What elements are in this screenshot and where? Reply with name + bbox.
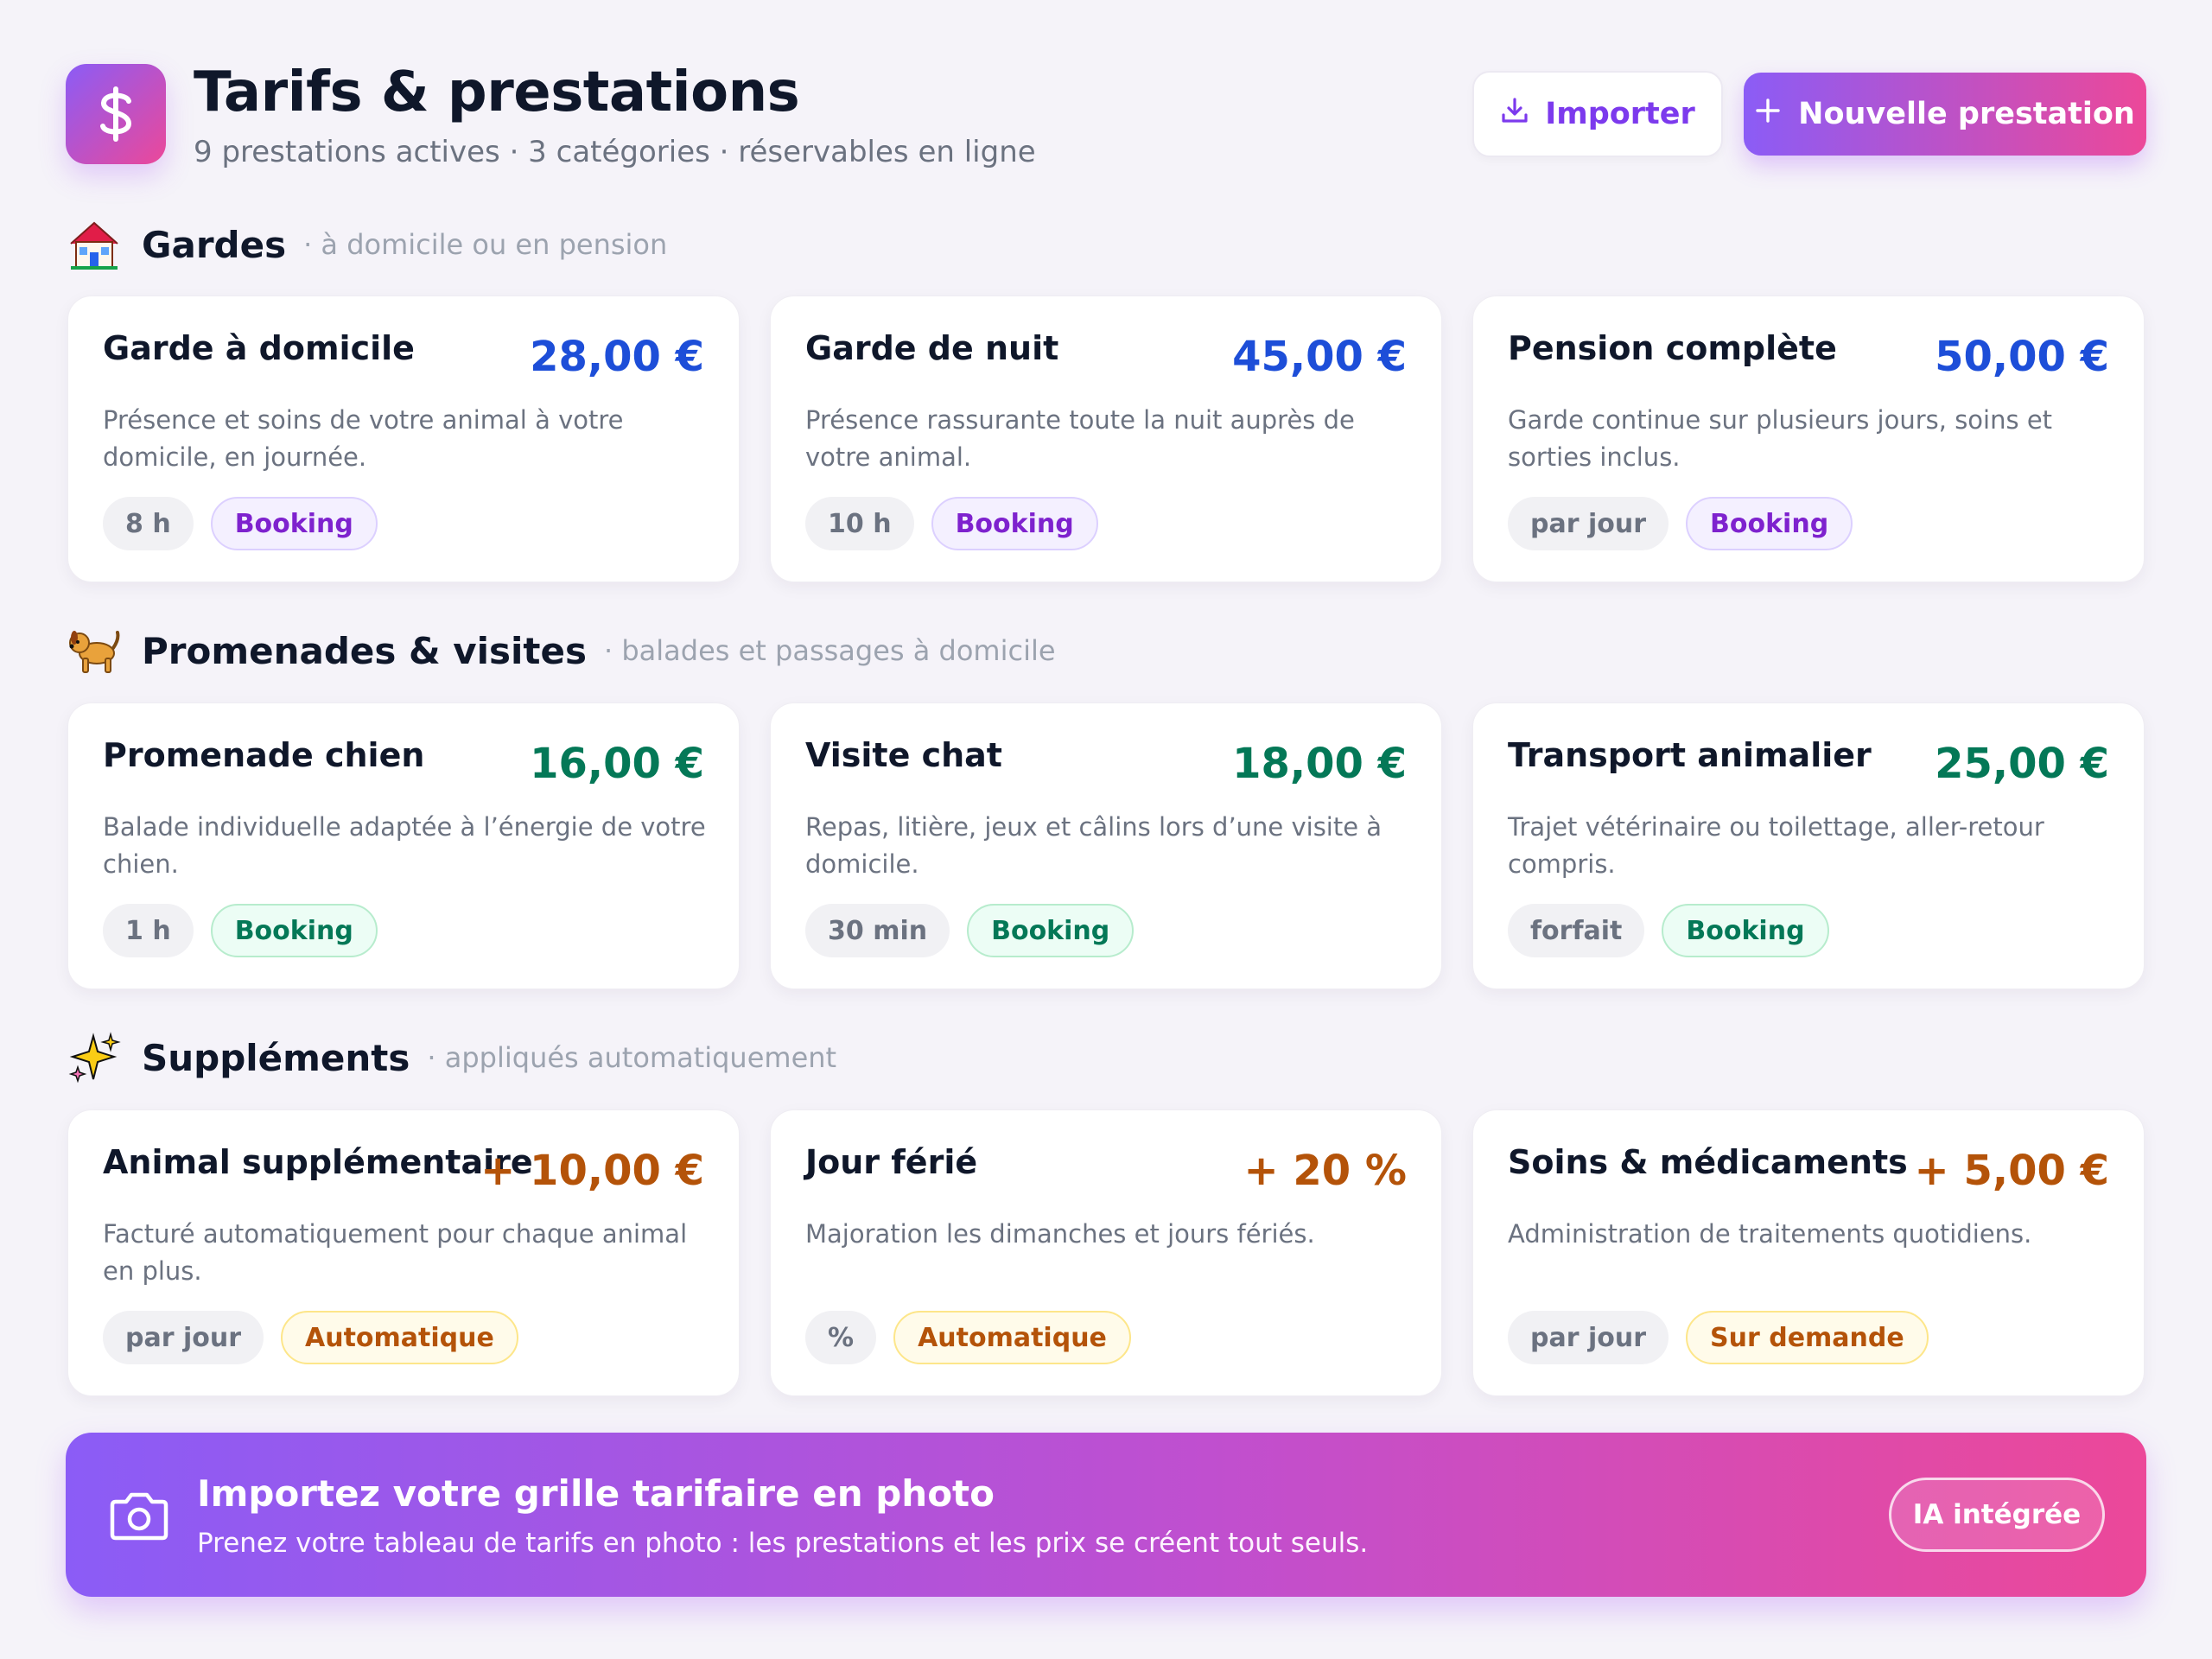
photo-import-banner[interactable]: Importez votre grille tarifaire en photo… <box>66 1433 2146 1597</box>
service-price: 50,00 € <box>1935 333 2109 381</box>
service-description: Présence et soins de votre animal à votr… <box>103 405 624 472</box>
dog-icon <box>67 624 121 677</box>
service-description: Trajet vétérinaire ou toilettage, aller-… <box>1508 812 2044 879</box>
import-button[interactable]: Importer <box>1472 71 1723 157</box>
service-title: Visite chat <box>805 736 1002 774</box>
section-subtitle: · balades et passages à domicile <box>604 634 1056 667</box>
service-title: Animal supplémentaire <box>103 1143 533 1181</box>
mode-badge: Sur demande <box>1686 1311 1929 1364</box>
duration-badge: 30 min <box>805 904 950 957</box>
plus-icon <box>1755 97 1781 131</box>
service-title: Garde de nuit <box>805 329 1059 367</box>
ai-badge[interactable]: IA intégrée <box>1889 1478 2105 1552</box>
duration-badge: par jour <box>1508 497 1669 550</box>
service-card-garde-domicile[interactable]: Garde à domicile 28,00 € Présence et soi… <box>67 296 740 582</box>
service-title: Garde à domicile <box>103 329 415 367</box>
mode-badge: Automatique <box>281 1311 518 1364</box>
house-icon <box>67 218 121 271</box>
section-subtitle: · appliqués automatiquement <box>427 1041 837 1074</box>
duration-badge: par jour <box>1508 1311 1669 1364</box>
duration-badge: 1 h <box>103 904 194 957</box>
section-title: Promenades & visites <box>142 629 587 672</box>
service-price: 25,00 € <box>1935 740 2109 788</box>
service-price: 28,00 € <box>530 333 704 381</box>
service-price: + 10,00 € <box>480 1147 704 1195</box>
service-card-transport-animalier[interactable]: Transport animalier 25,00 € Trajet vétér… <box>1472 702 2145 989</box>
service-title: Jour férié <box>805 1143 978 1181</box>
service-description: Présence rassurante toute la nuit auprès… <box>805 405 1355 472</box>
section-subtitle: · à domicile ou en pension <box>303 228 668 261</box>
service-card-pension-complete[interactable]: Pension complète 50,00 € Garde continue … <box>1472 296 2145 582</box>
service-price: 45,00 € <box>1232 333 1407 381</box>
service-title: Pension complète <box>1508 329 1837 367</box>
import-button-label: Importer <box>1545 97 1695 131</box>
sparkles-icon <box>67 1031 121 1084</box>
service-price: + 20 % <box>1243 1147 1407 1195</box>
dollar-icon <box>66 64 166 164</box>
service-card-animal-supplementaire[interactable]: Animal supplémentaire + 10,00 € Facturé … <box>67 1109 740 1396</box>
service-price: 18,00 € <box>1232 740 1407 788</box>
booking-badge: Booking <box>967 904 1135 957</box>
booking-badge: Booking <box>931 497 1098 550</box>
service-description: Facturé automatiquement pour chaque anim… <box>103 1219 688 1286</box>
booking-badge: Booking <box>210 497 378 550</box>
service-title: Promenade chien <box>103 736 425 774</box>
service-card-visite-chat[interactable]: Visite chat 18,00 € Repas, litière, jeux… <box>770 702 1442 989</box>
download-icon <box>1500 96 1529 133</box>
service-card-soins-medicaments[interactable]: Soins & médicaments + 5,00 € Administrat… <box>1472 1109 2145 1396</box>
service-price: 16,00 € <box>530 740 704 788</box>
service-card-promenade-chien[interactable]: Promenade chien 16,00 € Balade individue… <box>67 702 740 989</box>
new-service-button[interactable]: Nouvelle prestation <box>1744 73 2146 156</box>
duration-badge: % <box>805 1311 877 1364</box>
service-description: Balade individuelle adaptée à l’énergie … <box>103 812 706 879</box>
service-description: Garde continue sur plusieurs jours, soin… <box>1508 405 2053 472</box>
duration-badge: forfait <box>1508 904 1645 957</box>
section-title: Gardes <box>142 223 287 266</box>
mode-badge: Automatique <box>893 1311 1131 1364</box>
banner-title: Importez votre grille tarifaire en photo <box>197 1472 995 1515</box>
page-header: Tarifs & prestations 9 prestations activ… <box>66 60 2146 173</box>
booking-badge: Booking <box>210 904 378 957</box>
service-card-garde-nuit[interactable]: Garde de nuit 45,00 € Présence rassurant… <box>770 296 1442 582</box>
service-title: Soins & médicaments <box>1508 1143 1908 1181</box>
service-card-jour-ferie[interactable]: Jour férié + 20 % Majoration les dimanch… <box>770 1109 1442 1396</box>
banner-subtitle: Prenez votre tableau de tarifs en photo … <box>197 1528 1369 1559</box>
section-header-promenades: Promenades & visites · balades et passag… <box>67 620 2141 681</box>
duration-badge: 8 h <box>103 497 194 550</box>
service-title: Transport animalier <box>1508 736 1872 774</box>
booking-badge: Booking <box>1686 497 1853 550</box>
section-header-gardes: Gardes · à domicile ou en pension <box>67 214 2141 275</box>
page-subtitle: 9 prestations actives · 3 catégories · r… <box>194 135 1036 169</box>
duration-badge: 10 h <box>805 497 914 550</box>
service-description: Administration de traitements quotidiens… <box>1508 1219 2032 1249</box>
service-price: + 5,00 € <box>1914 1147 2109 1195</box>
page-title: Tarifs & prestations <box>194 60 800 124</box>
new-service-button-label: Nouvelle prestation <box>1798 97 2135 131</box>
service-description: Repas, litière, jeux et câlins lors d’un… <box>805 812 1382 879</box>
section-title: Suppléments <box>142 1036 410 1079</box>
booking-badge: Booking <box>1662 904 1829 957</box>
duration-badge: par jour <box>103 1311 264 1364</box>
camera-icon <box>109 1488 169 1541</box>
service-description: Majoration les dimanches et jours fériés… <box>805 1219 1315 1249</box>
section-header-supplements: Suppléments · appliqués automatiquement <box>67 1027 2141 1088</box>
